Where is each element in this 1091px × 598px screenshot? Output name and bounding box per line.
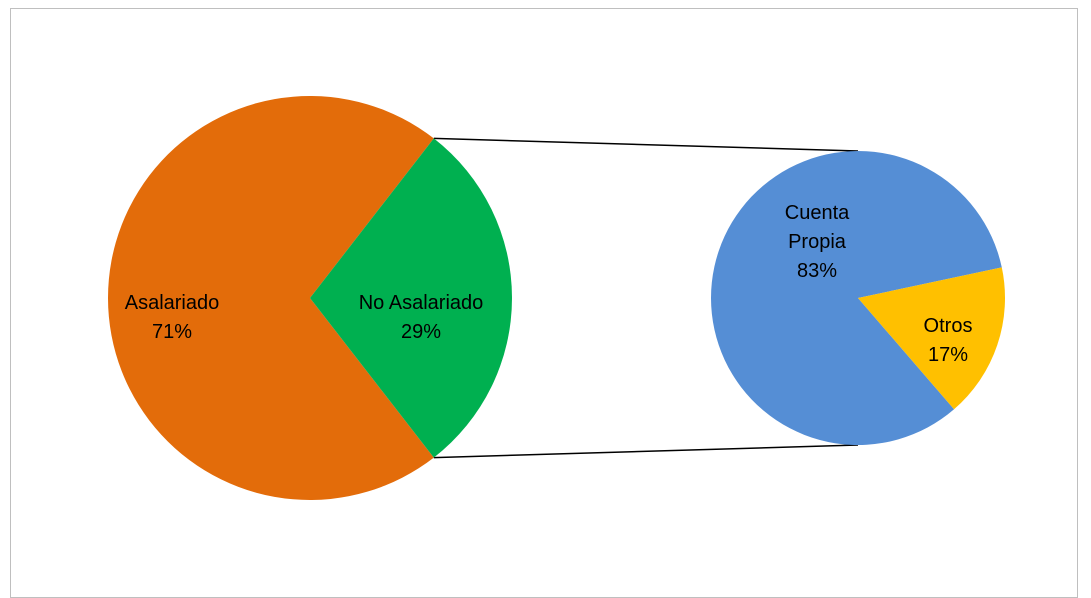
connector-lines xyxy=(433,137,859,459)
secondary-pie xyxy=(711,150,1005,446)
secondary-slice-otros xyxy=(858,267,1005,410)
main-slice-asalariado xyxy=(107,95,434,500)
main-slice-no-asalariado xyxy=(310,138,512,458)
label-cuenta-propia: Cuenta Propia 83% xyxy=(785,202,850,282)
label-asalariado: Asalariado 71% xyxy=(125,292,220,343)
data-labels: Asalariado 71% No Asalariado 29% Cuenta Propi… xyxy=(125,202,973,366)
secondary-slice-cuenta-propia xyxy=(711,150,1002,446)
connector-line-bottom xyxy=(433,444,859,459)
connector-line-top xyxy=(433,137,859,152)
pie-of-pie-chart: Asalariado 71% No Asalariado 29% Cuenta Propi… xyxy=(107,95,1005,500)
label-otros: Otros 17% xyxy=(924,315,973,366)
main-pie xyxy=(107,95,512,500)
label-no-asalariado: No Asalariado 29% xyxy=(359,292,484,343)
